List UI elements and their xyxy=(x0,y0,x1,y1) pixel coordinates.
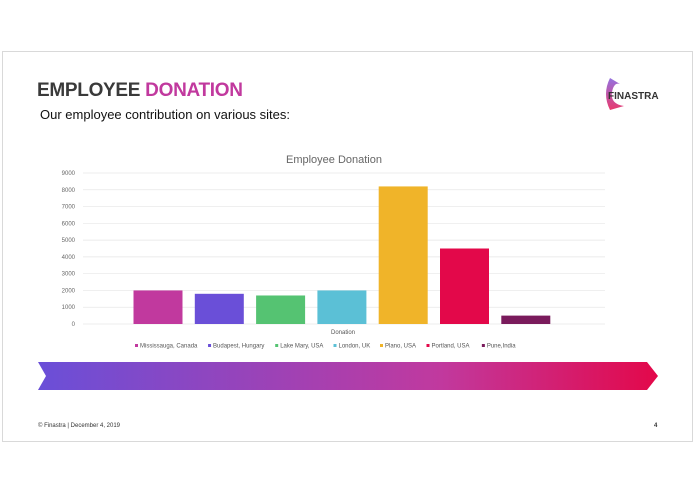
finastra-logo: FINASTRA xyxy=(606,78,659,110)
footer-text: © Finastra | December 4, 2019 xyxy=(38,423,121,429)
slide-subtitle: Our employee contribution on various sit… xyxy=(40,107,291,122)
title-part-1: EMPLOYEE xyxy=(37,80,141,101)
page-number: 4 xyxy=(654,423,658,429)
slide-title: EMPLOYEE DONATION xyxy=(37,80,243,102)
title-part-2: DONATION xyxy=(145,80,243,101)
logo-text: FINASTRA xyxy=(608,91,659,102)
